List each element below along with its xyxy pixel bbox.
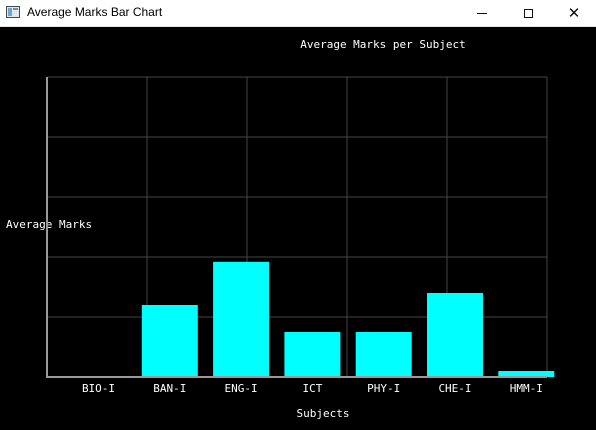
axes <box>46 77 547 378</box>
x-axis-label: Subjects <box>297 407 350 420</box>
bar-eng-i <box>213 261 270 377</box>
title-bar: Average Marks Bar Chart ✕ <box>0 0 596 27</box>
x-tick-label: PHY-I <box>367 382 400 395</box>
bar-ict <box>284 332 341 377</box>
x-tick-label: ICT <box>302 382 322 395</box>
x-tick-label: ENG-I <box>225 382 258 395</box>
x-tick-label: HMM-I <box>510 382 543 395</box>
close-icon: ✕ <box>567 3 581 22</box>
y-axis-label: Average Marks <box>6 218 92 231</box>
window-title: Average Marks Bar Chart <box>27 5 163 19</box>
bar-che-i <box>427 293 483 377</box>
minimize-button[interactable] <box>459 0 505 26</box>
maximize-button[interactable] <box>505 0 551 26</box>
x-tick-label: BAN-I <box>153 382 186 395</box>
x-tick-labels: BIO-I BAN-I ENG-I ICT PHY-I CHE-I HMM-I <box>82 382 543 395</box>
maximize-icon <box>523 8 533 18</box>
bar-chart: Average Marks per Subject Average Marks … <box>6 38 555 420</box>
x-tick-label: CHE-I <box>438 382 471 395</box>
bar-hmm-i <box>498 371 555 377</box>
chart-title: Average Marks per Subject <box>300 38 466 51</box>
app-window-icon <box>6 6 20 18</box>
bar-ban-i <box>141 305 198 377</box>
close-button[interactable]: ✕ <box>551 0 596 26</box>
bars <box>141 261 555 377</box>
x-tick-label: BIO-I <box>82 382 115 395</box>
bar-phy-i <box>355 332 412 377</box>
minimize-icon <box>477 12 487 14</box>
